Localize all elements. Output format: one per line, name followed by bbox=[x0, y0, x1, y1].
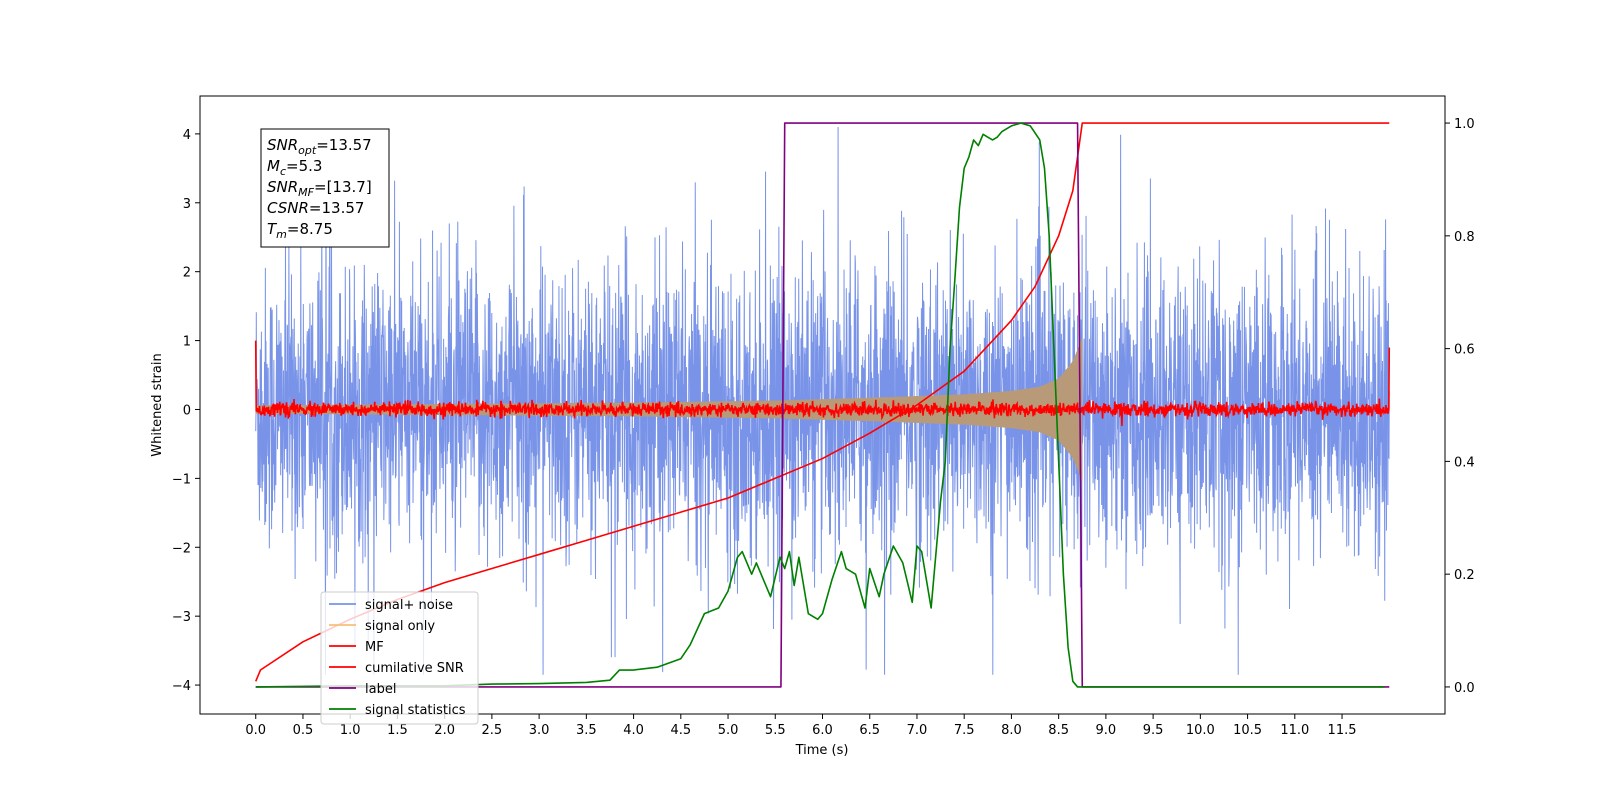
x-tick-label: 3.5 bbox=[576, 723, 597, 738]
x-tick-label: 5.5 bbox=[765, 723, 786, 738]
y2-tick-label: 0.0 bbox=[1454, 681, 1475, 696]
y2-tick-label: 0.8 bbox=[1454, 230, 1475, 245]
y-tick-label: −2 bbox=[172, 541, 191, 556]
axes: 0.0 0.5 1.0 1.5 2.0 2.5 3.0 3.5 4.0 4.5 5.0 5.5 6.0 6… bbox=[172, 117, 1475, 738]
y-axis-label: Whitened strain bbox=[150, 353, 165, 456]
series-mf bbox=[254, 340, 1391, 427]
x-tick-label: 0.0 bbox=[245, 723, 266, 738]
y2-tick-label: 0.6 bbox=[1454, 343, 1475, 358]
series-signal-statistics bbox=[255, 122, 1385, 688]
x-tick-label: 2.5 bbox=[482, 723, 503, 738]
y2-tick-label: 0.2 bbox=[1454, 568, 1475, 583]
x-tick-label: 11.5 bbox=[1328, 723, 1357, 738]
y-tick-label: −1 bbox=[172, 472, 191, 487]
x-tick-label: 10.5 bbox=[1233, 723, 1262, 738]
x-tick-label: 11.0 bbox=[1280, 723, 1309, 738]
x-tick-label: 3.0 bbox=[529, 723, 550, 738]
legend-frame bbox=[320, 591, 479, 725]
info-box: SNRopt=13.57Mc=5.3SNRMF=[13.7]CSNR=13.57… bbox=[260, 128, 390, 248]
x-tick-label: 9.5 bbox=[1143, 723, 1164, 738]
y-tick-label: −4 bbox=[172, 679, 191, 694]
info-line: SNRMF=[13.7] bbox=[267, 178, 372, 199]
y2-tick-label: 0.4 bbox=[1454, 455, 1475, 470]
info-line: Tm=8.75 bbox=[267, 220, 333, 241]
x-tick-label: 4.0 bbox=[623, 723, 644, 738]
info-box-frame bbox=[260, 128, 390, 248]
y-tick-label: −3 bbox=[172, 610, 191, 625]
x-tick-label: 6.0 bbox=[812, 723, 833, 738]
legend: signal+ noise signal only MF cumilative SNR… bbox=[320, 591, 479, 725]
x-tick-label: 5.0 bbox=[718, 723, 739, 738]
x-tick-label: 1.5 bbox=[387, 723, 408, 738]
legend-label: signal+ noise bbox=[365, 598, 453, 613]
x-tick-label: 2.0 bbox=[434, 723, 455, 738]
legend-label: MF bbox=[365, 640, 384, 655]
y-tick-label: 4 bbox=[183, 128, 191, 143]
y-tick-label: 2 bbox=[183, 266, 191, 281]
x-tick-label: 9.0 bbox=[1096, 723, 1117, 738]
info-line: Mc=5.3 bbox=[267, 157, 322, 178]
legend-label: label bbox=[365, 682, 396, 697]
y-tick-label: 0 bbox=[183, 403, 191, 418]
x-axis-label: Time (s) bbox=[795, 743, 849, 758]
x-tick-label: 1.0 bbox=[340, 723, 361, 738]
legend-label: signal only bbox=[365, 619, 435, 634]
x-tick-label: 8.5 bbox=[1048, 723, 1069, 738]
info-line: SNRopt=13.57 bbox=[267, 136, 372, 157]
x-tick-label: 7.0 bbox=[907, 723, 928, 738]
info-line: CSNR=13.57 bbox=[267, 199, 364, 217]
y2-tick-label: 1.0 bbox=[1454, 117, 1475, 132]
x-tick-label: 4.5 bbox=[670, 723, 691, 738]
x-tick-label: 0.5 bbox=[293, 723, 314, 738]
x-tick-label: 10.0 bbox=[1186, 723, 1215, 738]
y-tick-label: 1 bbox=[183, 335, 191, 350]
legend-label: signal statistics bbox=[365, 703, 466, 718]
y-tick-label: 3 bbox=[183, 197, 191, 212]
x-tick-label: 8.0 bbox=[1001, 723, 1022, 738]
x-tick-label: 6.5 bbox=[859, 723, 880, 738]
x-tick-label: 7.5 bbox=[954, 723, 975, 738]
legend-label: cumilative SNR bbox=[365, 661, 464, 676]
